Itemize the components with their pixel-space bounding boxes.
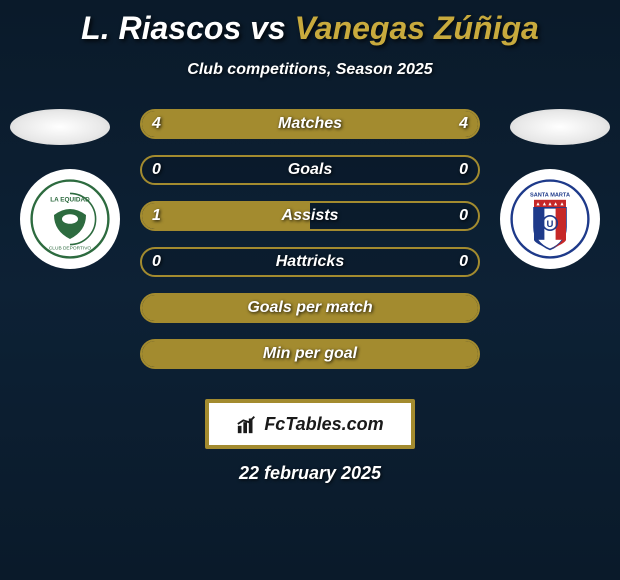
site-badge: FcTables.com bbox=[205, 399, 415, 449]
stat-row: 00Hattricks bbox=[140, 247, 480, 277]
stat-label: Goals bbox=[142, 157, 478, 183]
comparison-stage: LA EQUIDAD CLUB DEPORTIVO SANTA MARTA U … bbox=[0, 109, 620, 389]
stat-label: Goals per match bbox=[142, 295, 478, 321]
team1-badge: LA EQUIDAD CLUB DEPORTIVO bbox=[20, 169, 120, 269]
stat-label: Assists bbox=[142, 203, 478, 229]
site-name: FcTables.com bbox=[264, 414, 383, 435]
stat-row: 44Matches bbox=[140, 109, 480, 139]
stat-row: Min per goal bbox=[140, 339, 480, 369]
player2-name: Vanegas Zúñiga bbox=[295, 10, 539, 46]
player1-name: L. Riascos bbox=[81, 10, 241, 46]
stat-bars: 44Matches 00Goals 10Assists 00Hattricks Goal… bbox=[140, 109, 480, 385]
player2-avatar-placeholder bbox=[510, 109, 610, 145]
svg-text:LA EQUIDAD: LA EQUIDAD bbox=[50, 196, 90, 203]
date-text: 22 february 2025 bbox=[0, 463, 620, 484]
svg-text:CLUB DEPORTIVO: CLUB DEPORTIVO bbox=[49, 245, 92, 251]
stat-label: Hattricks bbox=[142, 249, 478, 275]
player1-avatar-placeholder bbox=[10, 109, 110, 145]
stat-row: 10Assists bbox=[140, 201, 480, 231]
svg-text:SANTA MARTA: SANTA MARTA bbox=[530, 193, 570, 199]
page-title: L. Riascos vs Vanegas Zúñiga bbox=[0, 0, 620, 47]
team2-badge: SANTA MARTA U bbox=[500, 169, 600, 269]
subtitle: Club competitions, Season 2025 bbox=[0, 61, 620, 79]
la-equidad-icon: LA EQUIDAD CLUB DEPORTIVO bbox=[30, 179, 110, 259]
vs-text: vs bbox=[250, 10, 286, 46]
union-magdalena-icon: SANTA MARTA U bbox=[510, 179, 590, 259]
svg-text:U: U bbox=[547, 219, 554, 230]
stat-row: 00Goals bbox=[140, 155, 480, 185]
stat-label: Matches bbox=[142, 111, 478, 137]
chart-icon bbox=[236, 413, 258, 435]
stat-row: Goals per match bbox=[140, 293, 480, 323]
stat-label: Min per goal bbox=[142, 341, 478, 367]
